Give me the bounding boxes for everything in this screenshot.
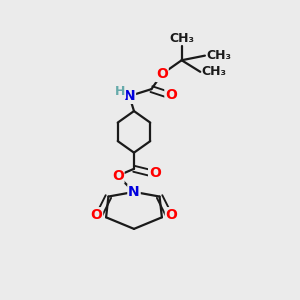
Text: O: O: [156, 67, 168, 81]
Text: O: O: [149, 167, 161, 180]
Text: CH₃: CH₃: [201, 65, 226, 78]
Text: H: H: [115, 85, 125, 98]
Text: O: O: [90, 208, 102, 222]
Text: O: O: [165, 88, 177, 102]
Text: O: O: [112, 169, 124, 183]
Text: N: N: [124, 89, 135, 103]
Text: N: N: [128, 185, 140, 199]
Text: CH₃: CH₃: [206, 49, 231, 62]
Text: O: O: [166, 208, 178, 222]
Text: CH₃: CH₃: [169, 32, 194, 45]
